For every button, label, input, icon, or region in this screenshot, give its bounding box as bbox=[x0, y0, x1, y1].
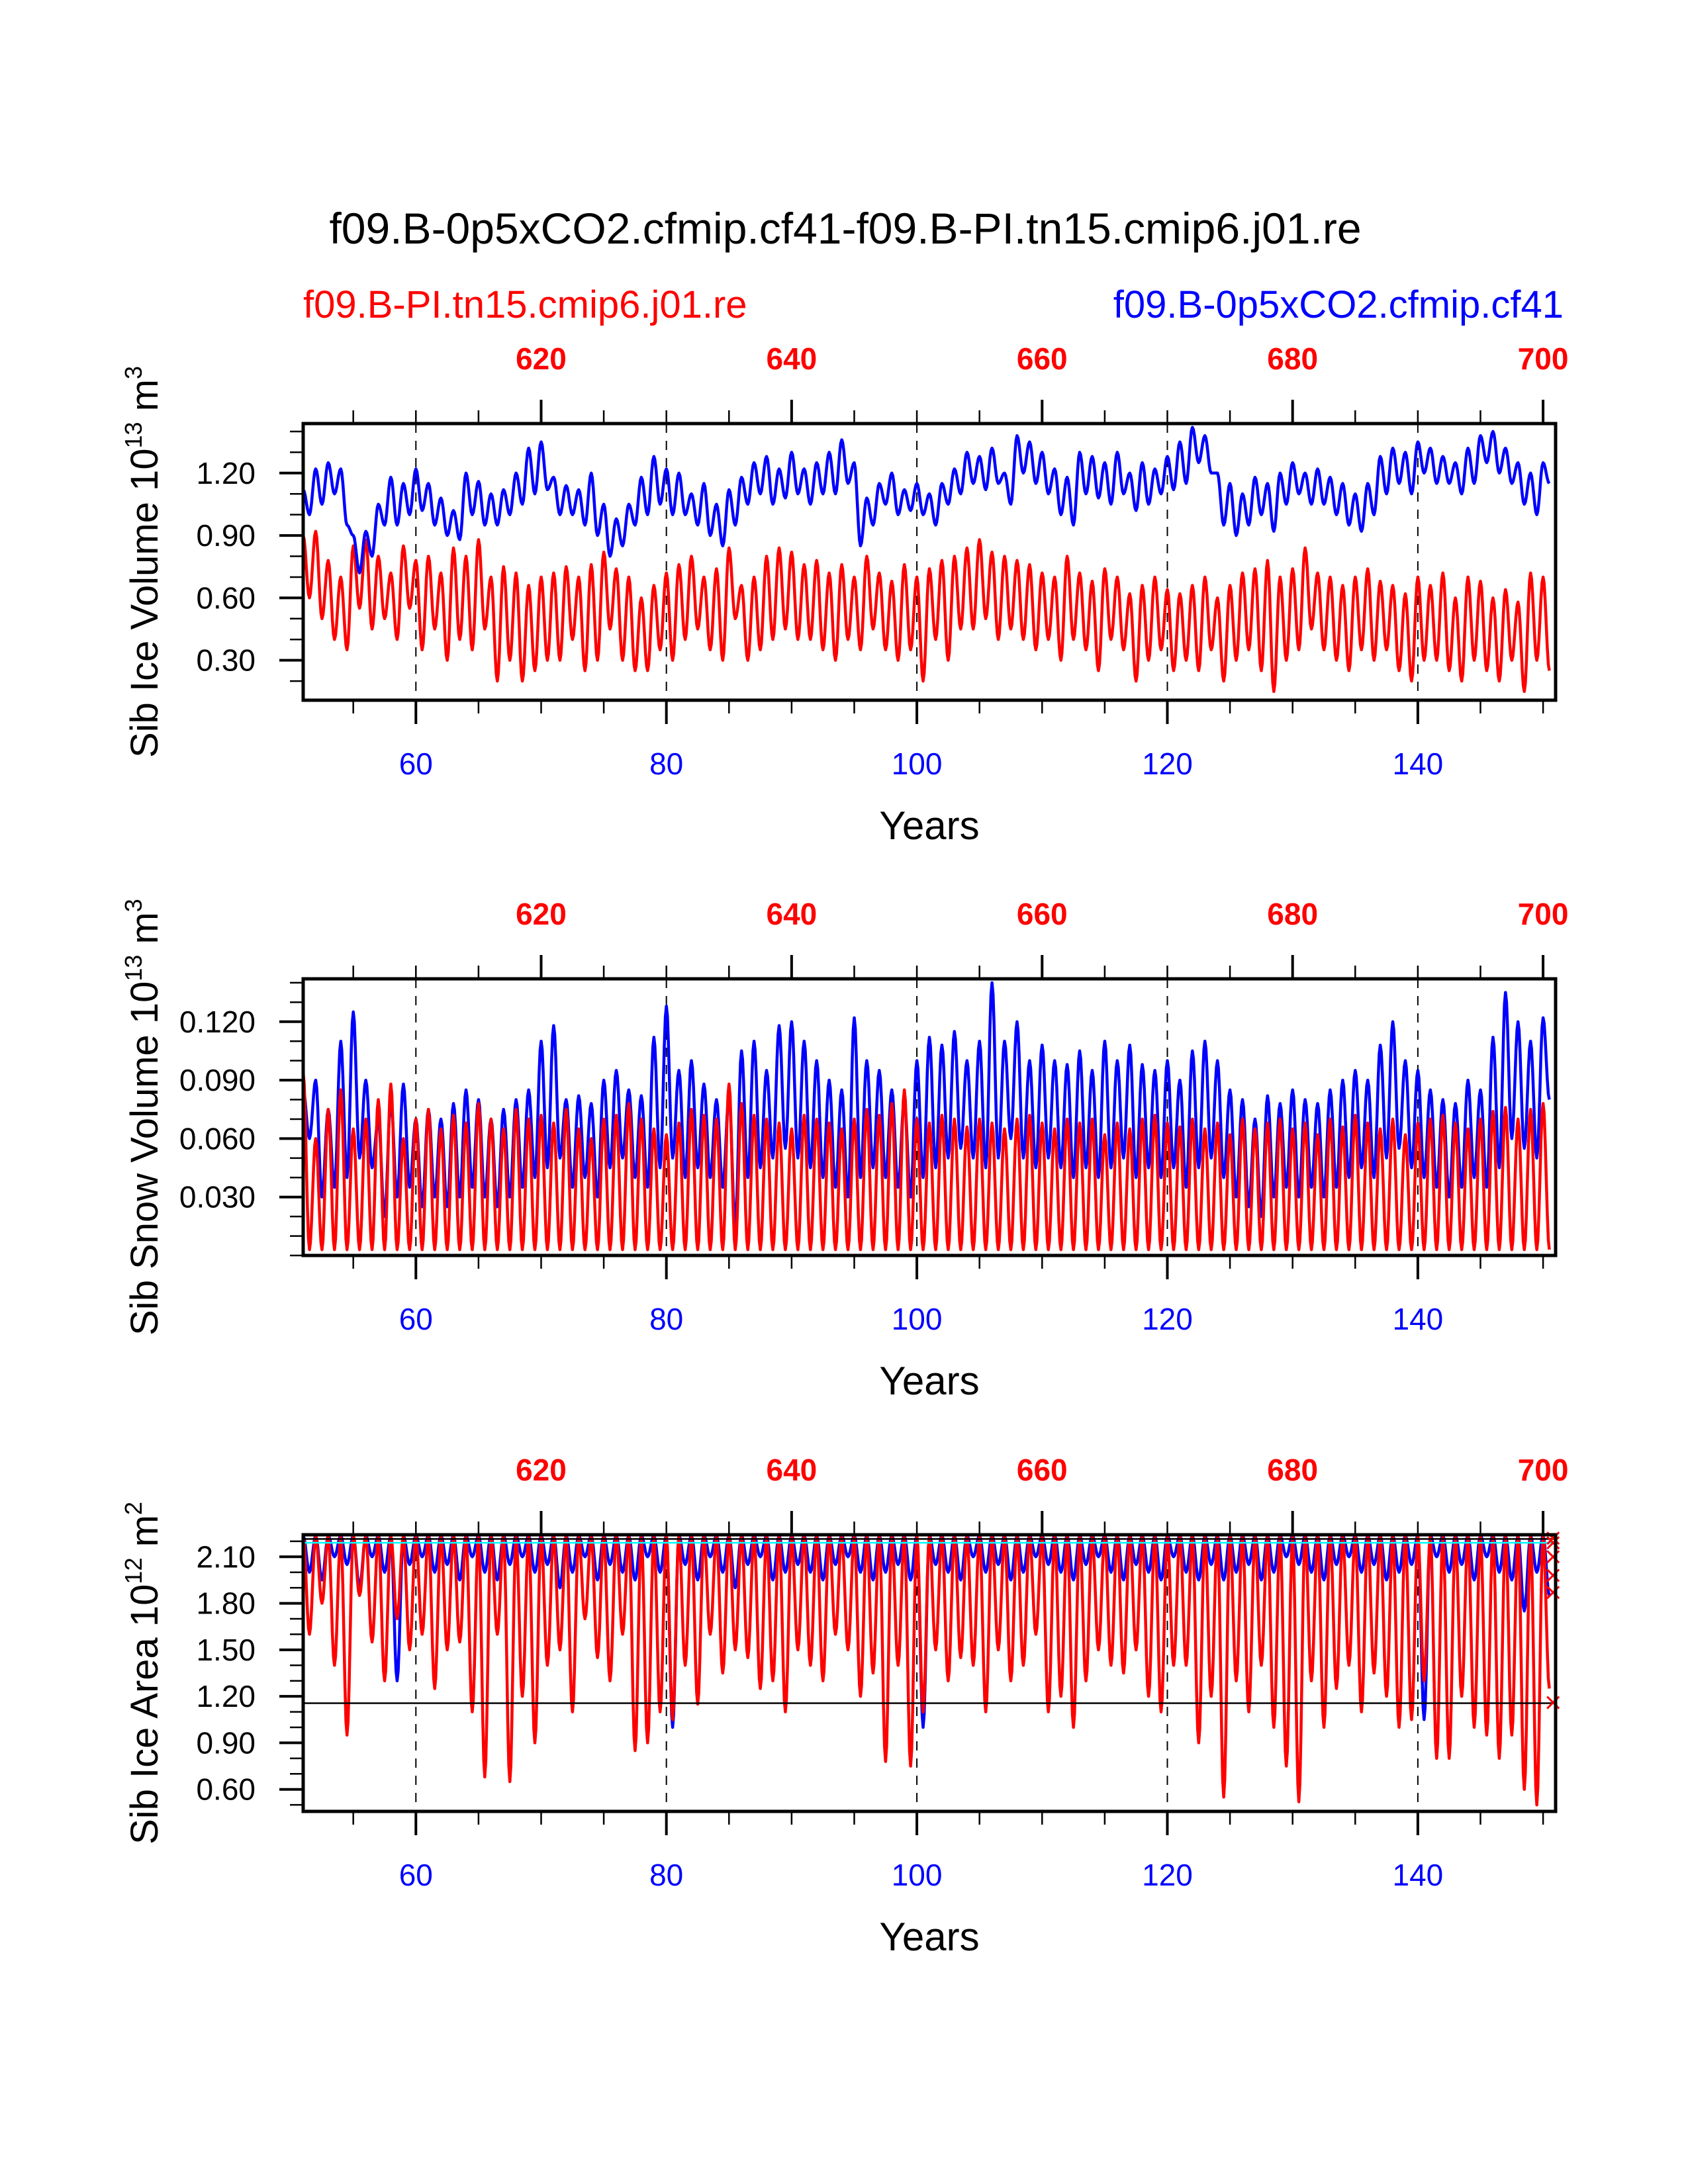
y-tick-label: 0.120 bbox=[179, 1005, 256, 1039]
top-tick-label: 700 bbox=[1518, 1453, 1569, 1487]
y-axis-exponent: 3 bbox=[120, 366, 147, 379]
y-tick-label: 0.060 bbox=[179, 1121, 256, 1156]
panel-2: 60 80 100 120 140 620 640 660 680 700 0.030 0.060 0.… bbox=[120, 897, 1568, 1403]
series-line bbox=[303, 981, 1551, 1228]
x-tick-label: 60 bbox=[399, 747, 433, 781]
legend-right-label: f09.B-0p5xCO2.cfmip.cf41 bbox=[1113, 283, 1564, 326]
y-tick-label: 2.10 bbox=[196, 1539, 256, 1574]
y-tick-label: 0.30 bbox=[196, 643, 256, 678]
y-tick-label: 1.80 bbox=[196, 1586, 256, 1621]
x-tick-label: 80 bbox=[649, 747, 683, 781]
figure-title: f09.B-0p5xCO2.cfmip.cf41-f09.B-PI.tn15.c… bbox=[329, 204, 1361, 253]
plot-frame bbox=[301, 422, 1558, 702]
x-axis-title: Years bbox=[879, 803, 979, 848]
x-tick-label: 60 bbox=[399, 1302, 433, 1336]
y-tick-label: 1.50 bbox=[196, 1633, 256, 1667]
plot-frame bbox=[301, 977, 1558, 1257]
y-axis-exponent: 3 bbox=[120, 899, 147, 912]
x-tick-label: 120 bbox=[1142, 1858, 1193, 1892]
top-tick-label: 620 bbox=[516, 897, 567, 931]
x-tick-label: 100 bbox=[892, 747, 943, 781]
top-tick-label: 660 bbox=[1017, 341, 1068, 376]
x-tick-label: 100 bbox=[892, 1302, 943, 1336]
y-tick-label: 1.20 bbox=[196, 456, 256, 490]
series-line bbox=[303, 426, 1551, 574]
y-axis-title: Sib Ice Volume 1013 m3 bbox=[120, 366, 166, 758]
y-axis-text: Sib Ice Volume 10 bbox=[123, 449, 166, 758]
x-tick-label: 140 bbox=[1393, 1858, 1444, 1892]
y-axis-text: m bbox=[123, 1515, 166, 1557]
y-axis-text: m bbox=[123, 912, 166, 954]
top-tick-label: 680 bbox=[1267, 897, 1318, 931]
top-tick-label: 680 bbox=[1267, 1453, 1318, 1487]
y-axis-exponent: 13 bbox=[120, 422, 147, 448]
top-tick-label: 700 bbox=[1518, 897, 1569, 931]
panel-1: 60 80 100 120 140 620 640 660 680 700 0.30 0.60 0.90… bbox=[120, 341, 1568, 848]
x-axis-title: Years bbox=[879, 1915, 979, 1959]
x-tick-label: 140 bbox=[1393, 747, 1444, 781]
y-axis-exponent: 2 bbox=[120, 1502, 147, 1515]
top-tick-label: 660 bbox=[1017, 1453, 1068, 1487]
top-tick-label: 640 bbox=[767, 1453, 818, 1487]
y-tick-label: 0.60 bbox=[196, 580, 256, 615]
x-tick-label: 120 bbox=[1142, 747, 1193, 781]
series-line bbox=[303, 1072, 1551, 1251]
y-tick-label: 0.90 bbox=[196, 518, 256, 553]
top-tick-label: 640 bbox=[767, 897, 818, 931]
top-tick-label: 620 bbox=[516, 341, 567, 376]
series-line bbox=[303, 1535, 1551, 1807]
plot-frame bbox=[301, 1533, 1558, 1813]
series-line bbox=[303, 529, 1551, 694]
y-axis-title: Sib Ice Area 1012 m2 bbox=[120, 1502, 166, 1844]
y-tick-label: 0.60 bbox=[196, 1772, 256, 1807]
x-tick-label: 80 bbox=[649, 1858, 683, 1892]
y-tick-label: 0.030 bbox=[179, 1180, 256, 1214]
y-axis-exponent: 13 bbox=[120, 955, 147, 981]
top-tick-label: 680 bbox=[1267, 341, 1318, 376]
x-tick-label: 60 bbox=[399, 1858, 433, 1892]
panels: 60 80 100 120 140 620 640 660 680 700 0.30 0.60 0.90… bbox=[120, 341, 1568, 1959]
y-tick-label: 1.20 bbox=[196, 1679, 256, 1713]
x-axis-title: Years bbox=[879, 1359, 979, 1403]
y-tick-label: 0.90 bbox=[196, 1725, 256, 1760]
x-tick-label: 120 bbox=[1142, 1302, 1193, 1336]
top-tick-label: 700 bbox=[1518, 341, 1569, 376]
y-axis-text: Sib Snow Volume 10 bbox=[123, 981, 166, 1336]
y-axis-exponent: 12 bbox=[120, 1558, 147, 1584]
top-tick-label: 620 bbox=[516, 1453, 567, 1487]
top-tick-label: 640 bbox=[767, 341, 818, 376]
x-tick-label: 80 bbox=[649, 1302, 683, 1336]
y-axis-text: m bbox=[123, 379, 166, 422]
x-tick-label: 140 bbox=[1393, 1302, 1444, 1336]
legend-left-label: f09.B-PI.tn15.cmip6.j01.re bbox=[303, 283, 747, 326]
y-tick-label: 0.090 bbox=[179, 1063, 256, 1097]
x-tick-label: 100 bbox=[892, 1858, 943, 1892]
y-axis-text: Sib Ice Area 10 bbox=[123, 1584, 166, 1844]
top-tick-label: 660 bbox=[1017, 897, 1068, 931]
y-axis-title: Sib Snow Volume 1013 m3 bbox=[120, 899, 166, 1336]
panel-3: 60 80 100 120 140 620 640 660 680 700 0.60 0.90 1.20… bbox=[120, 1453, 1568, 1959]
